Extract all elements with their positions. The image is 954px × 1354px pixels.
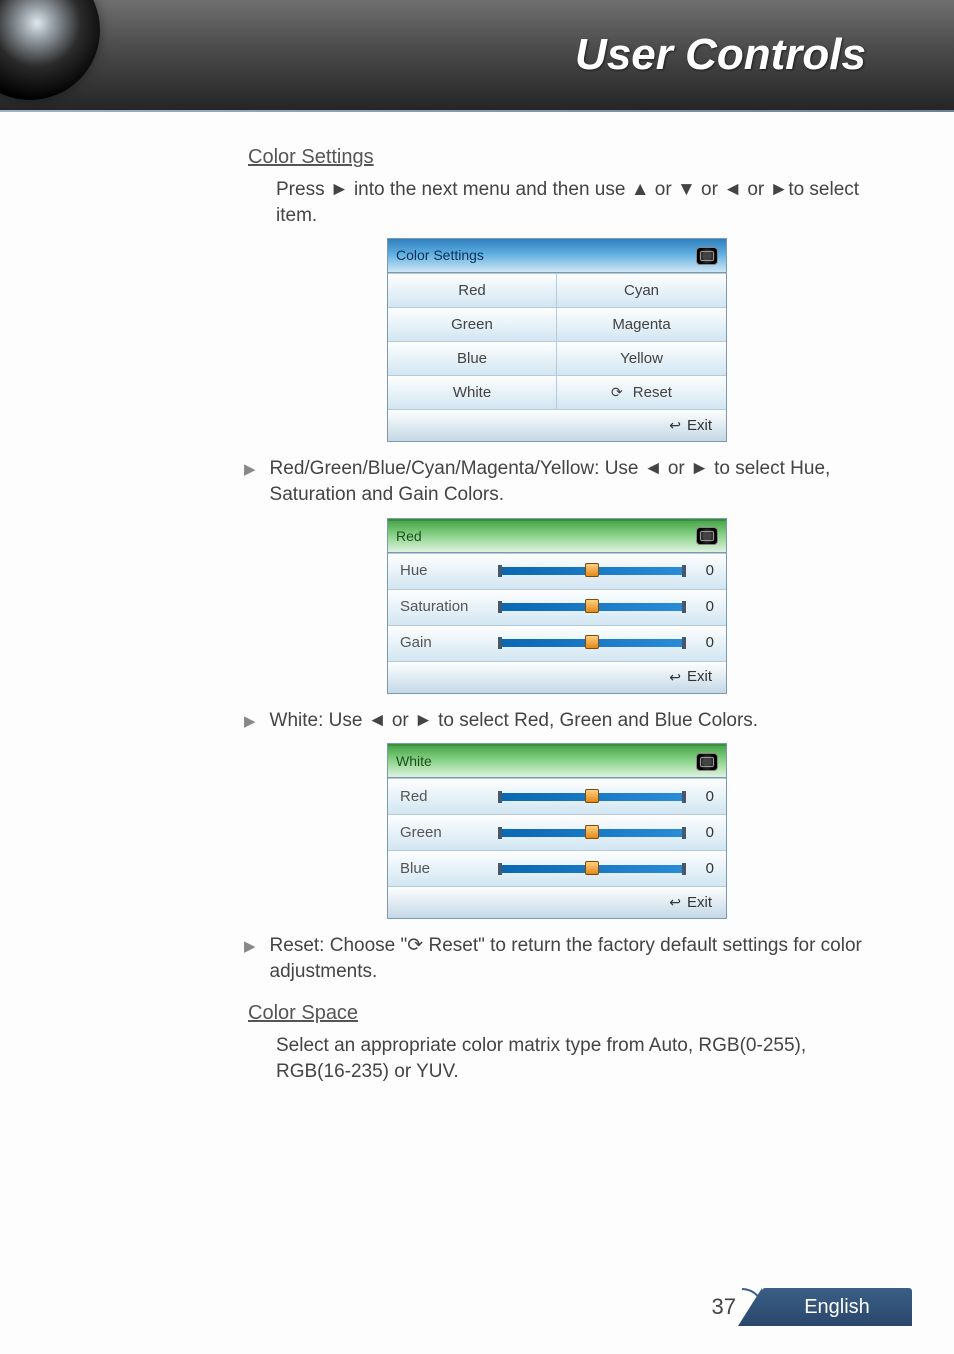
back-arrow-icon: ↩ xyxy=(669,893,681,912)
text: or xyxy=(650,179,677,200)
slider-label: Hue xyxy=(400,561,490,581)
exit-button[interactable]: ↩ Exit xyxy=(388,661,726,693)
menu-title: Color Settings xyxy=(396,246,484,265)
slider-thumb[interactable] xyxy=(585,861,599,875)
white-adjust-menu: White Red 0 Green 0 Blue 0 ↩ Exit xyxy=(387,743,727,919)
menu-item-green[interactable]: Green xyxy=(388,307,557,341)
left-arrow-icon: ◄ xyxy=(723,179,742,200)
slider-hue[interactable]: Hue 0 xyxy=(388,553,726,589)
right-arrow-icon: ► xyxy=(770,179,789,200)
slider-thumb[interactable] xyxy=(585,563,599,577)
menu-header: White xyxy=(388,744,726,778)
slider-label: Blue xyxy=(400,859,490,879)
header-banner: User Controls xyxy=(0,0,954,112)
back-arrow-icon: ↩ xyxy=(669,668,681,687)
back-arrow-icon: ↩ xyxy=(669,416,681,435)
exit-label: Exit xyxy=(687,893,712,913)
slider-green[interactable]: Green 0 xyxy=(388,814,726,850)
text: or xyxy=(742,179,769,200)
menu-item-white[interactable]: White xyxy=(388,375,557,409)
slider-value: 0 xyxy=(694,561,714,581)
color-settings-menu: Color Settings Red Cyan Green Magenta Bl… xyxy=(387,238,727,442)
slider-value: 0 xyxy=(694,859,714,879)
slider-label: Green xyxy=(400,823,490,843)
red-adjust-menu: Red Hue 0 Saturation 0 Gain 0 ↩ Exit xyxy=(387,518,727,694)
menu-grid: Red Cyan Green Magenta Blue Yellow White… xyxy=(388,273,726,441)
reset-icon: ⟳ xyxy=(611,383,623,402)
slider-red[interactable]: Red 0 xyxy=(388,778,726,814)
menu-item-blue[interactable]: Blue xyxy=(388,341,557,375)
exit-button[interactable]: ↩ Exit xyxy=(388,409,726,441)
down-arrow-icon: ▼ xyxy=(677,179,696,200)
lens-image xyxy=(0,0,100,100)
page-title: User Controls xyxy=(575,30,866,80)
menu-header: Red xyxy=(388,519,726,553)
text: into the next menu and then use xyxy=(349,179,631,200)
slider-track[interactable] xyxy=(500,603,684,611)
color-space-heading: Color Space xyxy=(248,1000,866,1027)
up-arrow-icon: ▲ xyxy=(631,179,650,200)
bullet-icon: ▶ xyxy=(244,937,256,984)
bullet-text: White: Use ◄ or ► to select Red, Green a… xyxy=(270,708,759,734)
slider-saturation[interactable]: Saturation 0 xyxy=(388,589,726,625)
menu-title: Red xyxy=(396,527,422,546)
bullet-row: ▶ White: Use ◄ or ► to select Red, Green… xyxy=(244,708,866,734)
exit-button[interactable]: ↩ Exit xyxy=(388,886,726,918)
slider-thumb[interactable] xyxy=(585,825,599,839)
exit-label: Exit xyxy=(687,416,712,436)
menu-header: Color Settings xyxy=(388,239,726,273)
slider-label: Gain xyxy=(400,633,490,653)
page-number: 37 xyxy=(712,1294,736,1320)
bullet-row: ▶ Red/Green/Blue/Cyan/Magenta/Yellow: Us… xyxy=(244,456,866,507)
bullet-text: Reset: Choose "⟳ Reset" to return the fa… xyxy=(270,933,866,984)
slider-track[interactable] xyxy=(500,639,684,647)
slider-track[interactable] xyxy=(500,865,684,873)
color-space-body: Select an appropriate color matrix type … xyxy=(276,1033,866,1084)
menu-title: White xyxy=(396,752,432,771)
reset-icon: ⟳ xyxy=(407,935,423,956)
text: Press xyxy=(276,179,330,200)
footer: 37 English xyxy=(712,1288,912,1326)
slider-value: 0 xyxy=(694,823,714,843)
bullet-icon: ▶ xyxy=(244,460,256,507)
image-icon xyxy=(696,247,718,265)
slider-track[interactable] xyxy=(500,829,684,837)
language-tab: English xyxy=(762,1288,912,1326)
slider-track[interactable] xyxy=(500,567,684,575)
menu-item-cyan[interactable]: Cyan xyxy=(557,273,726,307)
slider-thumb[interactable] xyxy=(585,599,599,613)
slider-label: Saturation xyxy=(400,597,490,617)
slider-value: 0 xyxy=(694,633,714,653)
menu-item-magenta[interactable]: Magenta xyxy=(557,307,726,341)
color-settings-intro: Press ► into the next menu and then use … xyxy=(276,177,866,228)
slider-thumb[interactable] xyxy=(585,789,599,803)
menu-item-red[interactable]: Red xyxy=(388,273,557,307)
content-region: Color Settings Press ► into the next men… xyxy=(0,112,954,1085)
right-arrow-icon: ► xyxy=(330,179,349,200)
image-icon xyxy=(696,527,718,545)
bullet-text: Red/Green/Blue/Cyan/Magenta/Yellow: Use … xyxy=(270,456,866,507)
bullet-row: ▶ Reset: Choose "⟳ Reset" to return the … xyxy=(244,933,866,984)
menu-item-reset[interactable]: ⟳ Reset xyxy=(557,375,726,409)
image-icon xyxy=(696,753,718,771)
reset-label: Reset xyxy=(633,383,672,403)
bullet-icon: ▶ xyxy=(244,712,256,734)
slider-blue[interactable]: Blue 0 xyxy=(388,850,726,886)
slider-value: 0 xyxy=(694,787,714,807)
slider-label: Red xyxy=(400,787,490,807)
text: or xyxy=(696,179,723,200)
slider-value: 0 xyxy=(694,597,714,617)
color-settings-heading: Color Settings xyxy=(248,144,866,171)
slider-track[interactable] xyxy=(500,793,684,801)
slider-gain[interactable]: Gain 0 xyxy=(388,625,726,661)
slider-thumb[interactable] xyxy=(585,635,599,649)
exit-label: Exit xyxy=(687,667,712,687)
menu-item-yellow[interactable]: Yellow xyxy=(557,341,726,375)
text: Reset: Choose " xyxy=(270,935,408,956)
